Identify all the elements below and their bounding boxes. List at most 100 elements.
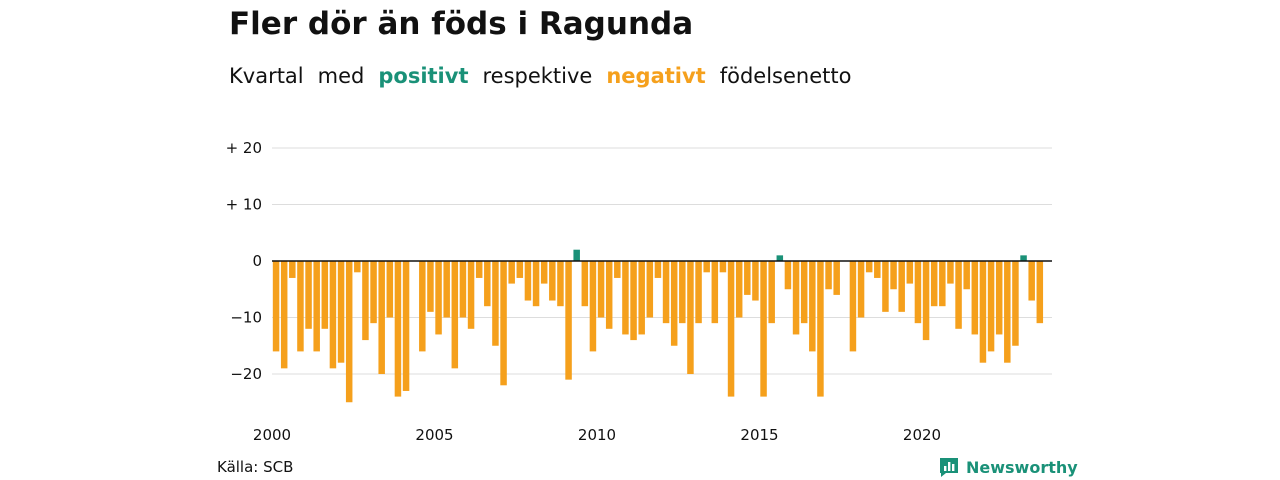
bar <box>467 261 475 329</box>
bar <box>1012 261 1019 346</box>
x-tick-label: 2015 <box>740 426 778 444</box>
bar <box>435 261 442 335</box>
bar <box>987 261 995 352</box>
bar <box>549 261 556 301</box>
bar <box>313 261 320 352</box>
grid-layer <box>272 147 1052 375</box>
chart-subtitle: Kvartal med positivt respektive negativt föde… <box>229 64 865 88</box>
x-tick-label: 2010 <box>578 426 616 444</box>
bar <box>532 261 540 307</box>
y-tick-label: 0 <box>252 252 262 270</box>
bar <box>443 261 450 318</box>
bar <box>963 261 970 290</box>
bar <box>703 261 710 273</box>
bar <box>614 261 621 278</box>
bar <box>849 261 857 352</box>
bar <box>662 261 670 324</box>
bar <box>337 261 345 363</box>
bar <box>955 261 962 329</box>
bar <box>280 261 288 369</box>
bar <box>874 261 881 278</box>
bar <box>354 261 361 273</box>
subtitle-word-fodelsenetto: födelsenetto <box>719 64 852 88</box>
y-tick-label: + 10 <box>226 196 262 214</box>
source-note: Källa: SCB <box>217 458 294 476</box>
bar <box>654 261 662 278</box>
bar <box>679 261 686 324</box>
bar <box>711 261 719 324</box>
bar <box>362 261 369 341</box>
brand-name: Newsworthy <box>966 457 1078 477</box>
bar <box>857 261 865 318</box>
bar <box>947 261 954 284</box>
bar <box>475 261 483 278</box>
chart-title: Fler dör än föds i Ragunda <box>229 6 694 42</box>
bar <box>638 261 645 335</box>
bar <box>646 261 654 318</box>
x-tick-label: 2000 <box>253 426 291 444</box>
bar <box>484 261 491 307</box>
bar <box>508 261 515 284</box>
bar <box>914 261 922 324</box>
bar <box>370 261 377 324</box>
bar <box>321 261 329 329</box>
bar <box>597 261 605 318</box>
bar <box>695 261 702 324</box>
bar <box>865 261 873 273</box>
bar <box>581 261 589 307</box>
bar <box>500 261 507 386</box>
bar <box>719 261 727 273</box>
bar <box>784 261 792 290</box>
bar <box>345 261 353 403</box>
bar <box>971 261 979 335</box>
bar <box>760 261 767 397</box>
x-tick-label: 2020 <box>903 426 941 444</box>
bar <box>427 261 434 312</box>
bar <box>809 261 816 352</box>
bar <box>622 261 629 335</box>
bar <box>1028 261 1035 301</box>
bar <box>305 261 312 329</box>
bar <box>451 261 459 369</box>
bar <box>394 261 402 397</box>
bar <box>906 261 914 284</box>
x-tick-label: 2005 <box>415 426 453 444</box>
bar <box>817 261 824 397</box>
bar <box>573 249 580 261</box>
bar <box>272 261 280 352</box>
bar <box>922 261 930 341</box>
bar <box>898 261 905 312</box>
bar <box>995 261 1003 335</box>
bar <box>605 261 613 329</box>
bar <box>1004 261 1011 363</box>
bars-layer <box>272 249 1044 403</box>
bar <box>979 261 987 363</box>
bar <box>630 261 637 341</box>
bar <box>516 261 524 278</box>
bar <box>386 261 394 318</box>
bar <box>297 261 304 352</box>
bar <box>744 261 751 295</box>
bar <box>492 261 499 346</box>
bar <box>792 261 800 335</box>
bar <box>670 261 678 346</box>
bar <box>589 261 597 352</box>
bar <box>459 261 467 318</box>
subtitle-word-respektive: respektive <box>482 64 593 88</box>
bar <box>735 261 743 318</box>
subtitle-word-kvartal: Kvartal <box>229 64 304 88</box>
subtitle-word-med: med <box>317 64 365 88</box>
bar <box>378 261 385 374</box>
bar <box>329 261 337 369</box>
bar <box>1036 261 1044 324</box>
bar-chart-speech-bubble-icon <box>940 458 958 477</box>
y-tick-label: −20 <box>230 365 262 383</box>
bar <box>776 255 784 261</box>
brand-logo[interactable]: Newsworthy <box>938 456 1078 478</box>
subtitle-positive-label: positivt <box>378 64 469 88</box>
bar <box>768 261 775 324</box>
bar <box>930 261 938 307</box>
subtitle-negative-label: negativt <box>606 64 706 88</box>
bar <box>540 261 548 284</box>
